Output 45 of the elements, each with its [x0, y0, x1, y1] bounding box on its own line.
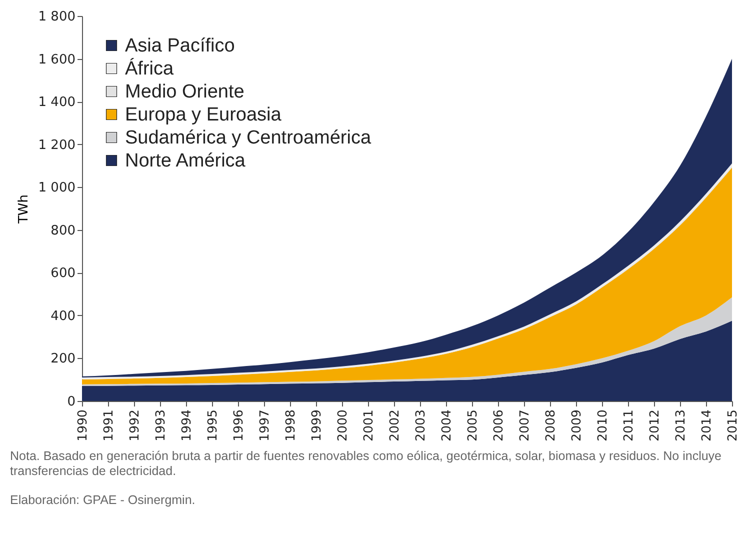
x-tick-label: 1991	[100, 410, 116, 442]
x-tick-label: 2003	[412, 410, 428, 442]
y-axis-title: TWh	[16, 194, 32, 225]
y-tick-label: 1 200	[38, 138, 76, 153]
x-tick-label: 2010	[594, 409, 610, 442]
x-tick-label: 1999	[308, 409, 324, 442]
legend-label: Medio Oriente	[125, 82, 244, 102]
x-tick-label: 1992	[126, 410, 142, 442]
x-tick-label: 2009	[568, 409, 584, 442]
x-tick-label: 2013	[672, 410, 688, 442]
x-tick-label: 2001	[360, 410, 376, 442]
y-tick-label: 0	[67, 394, 76, 410]
legend-label: Europa y Euroasia	[125, 104, 282, 126]
legend-label: Asia Pacífico	[125, 36, 235, 56]
y-tick-label: 200	[50, 352, 76, 367]
x-tick-label: 1998	[282, 409, 298, 442]
x-tick-label: 2011	[620, 410, 636, 442]
x-tick-label: 1997	[256, 410, 272, 442]
x-tick-label: 2008	[542, 409, 558, 442]
x-tick-label: 1993	[152, 410, 168, 442]
x-tick-label: 1994	[178, 409, 194, 442]
legend-label: África	[125, 58, 174, 80]
x-tick-label: 2012	[646, 410, 662, 442]
x-tick-label: 2005	[464, 410, 480, 442]
legend-label: Sudamérica y Centroamérica	[125, 128, 372, 148]
x-tick-label: 2000	[334, 409, 350, 442]
y-tick-label: 600	[50, 266, 76, 282]
legend-label: Norte América	[125, 150, 246, 172]
x-tick-label: 1990	[74, 409, 90, 442]
y-tick-label: 1 000	[38, 180, 76, 196]
y-tick-label: 1 600	[38, 52, 76, 68]
x-tick-label: 1996	[230, 409, 246, 442]
text: Elaboración: GPAE - Osinergmin.	[10, 493, 196, 508]
y-tick-label: 1 400	[38, 95, 76, 110]
x-tick-label: 2006	[490, 409, 506, 442]
y-tick-label: 400	[50, 308, 76, 324]
y-tick-label: 800	[50, 223, 76, 238]
y-tick-label: 1 800	[38, 10, 76, 24]
x-tick-label: 2014	[698, 409, 714, 442]
x-tick-label: 2004	[438, 409, 454, 442]
text: Nota. Basado en generación bruta a partir de fuentes renovables como eólica, geotérmica, solar, biomasa y residuos. No incluye transferencias de electricidad.	[10, 449, 723, 479]
x-tick-label: 1995	[204, 410, 220, 442]
x-tick-label: 2002	[386, 410, 402, 442]
x-tick-label: 2015	[724, 410, 740, 442]
x-tick-label: 2007	[516, 410, 532, 442]
